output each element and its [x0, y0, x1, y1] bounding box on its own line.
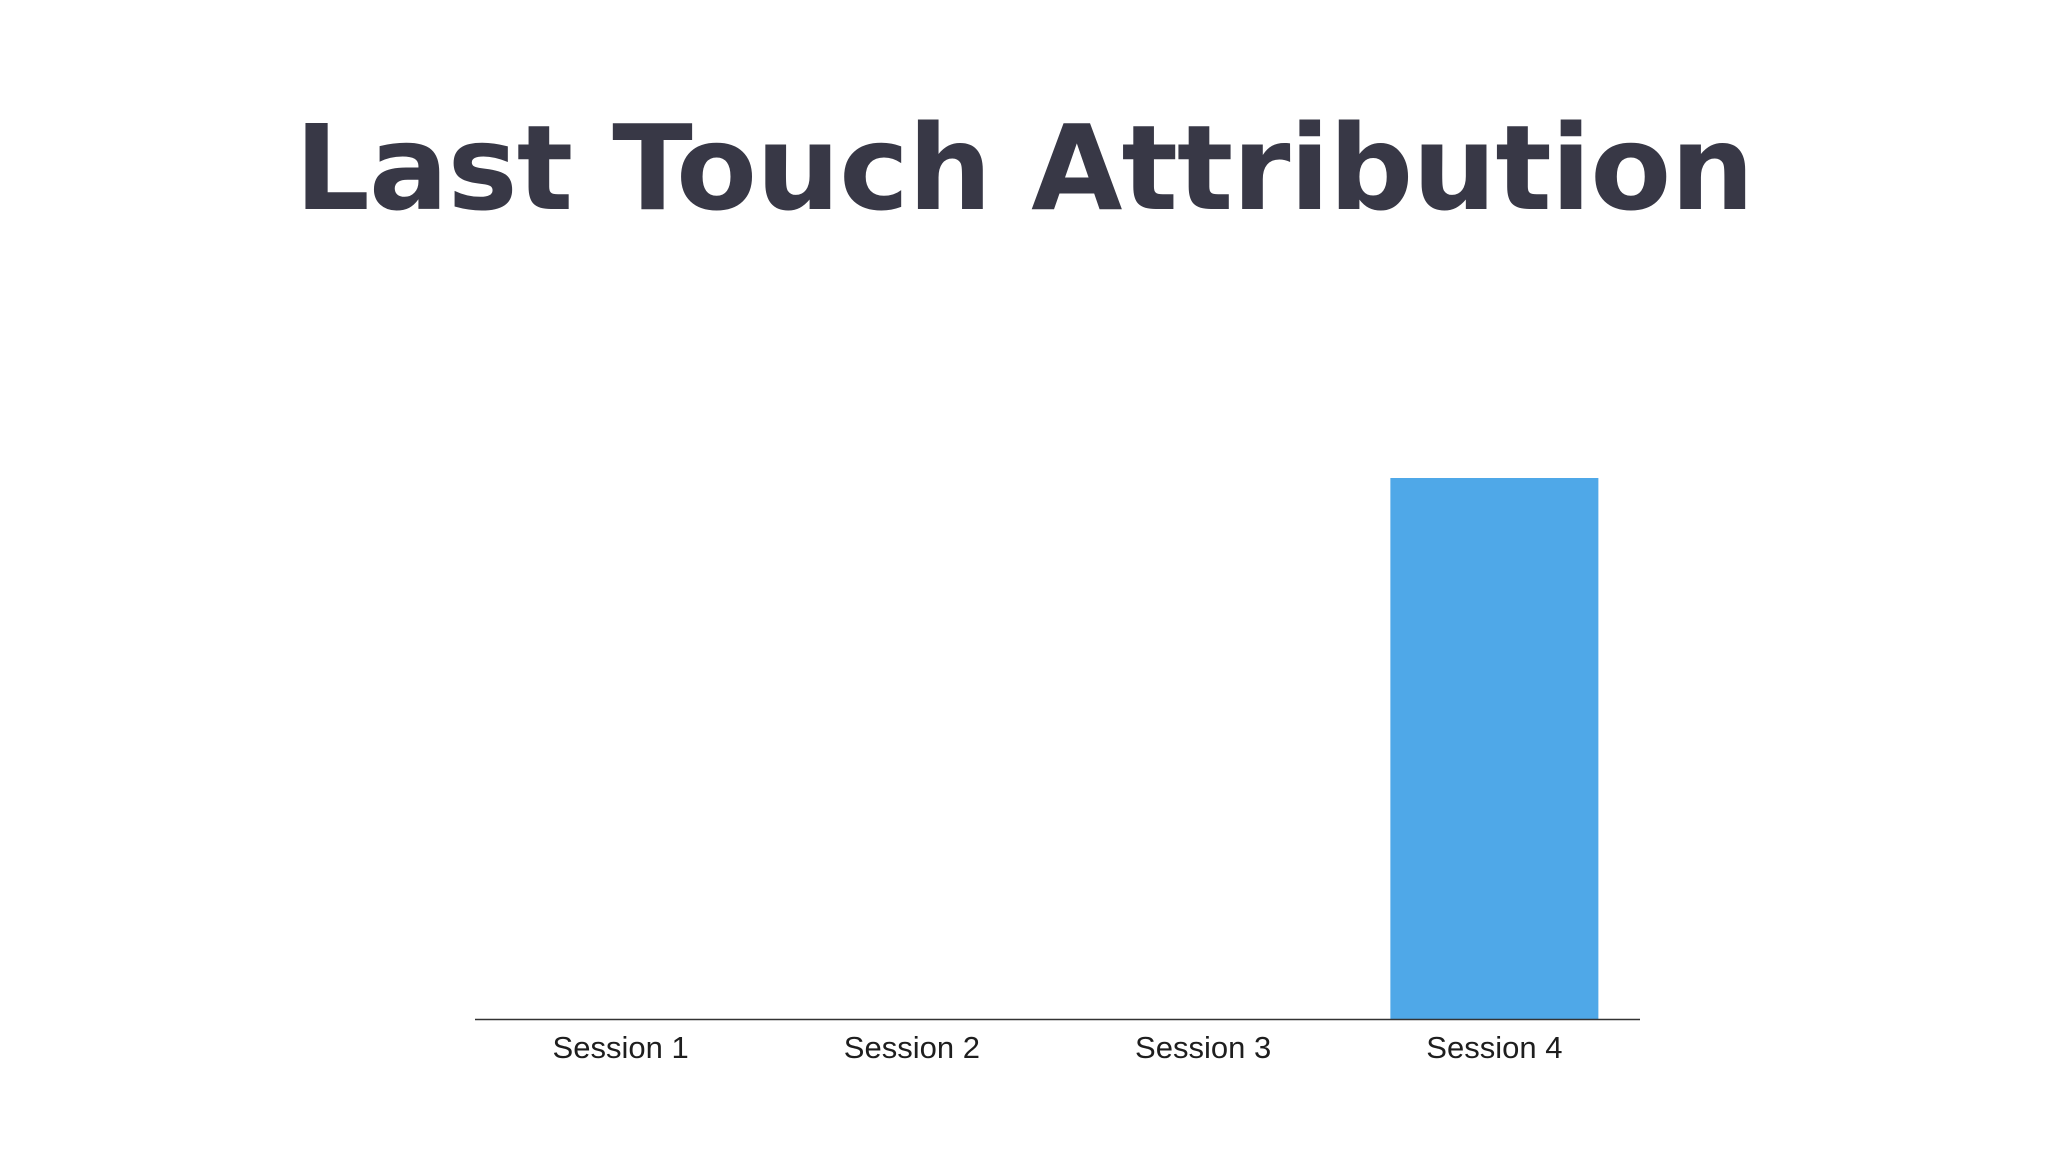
tick-label-session-2: Session 2: [844, 1030, 980, 1065]
tick-label-session-1: Session 1: [553, 1030, 689, 1065]
bar-session-4: [1390, 478, 1599, 1019]
tick-label-session-3: Session 3: [1135, 1030, 1271, 1065]
tick-labels-group: Session 1 Session 2 Session 3 Session 4: [553, 1030, 1563, 1065]
bars-group: [1390, 478, 1599, 1019]
page-title: Last Touch Attribution: [294, 99, 1755, 237]
tick-label-session-4: Session 4: [1426, 1030, 1562, 1065]
